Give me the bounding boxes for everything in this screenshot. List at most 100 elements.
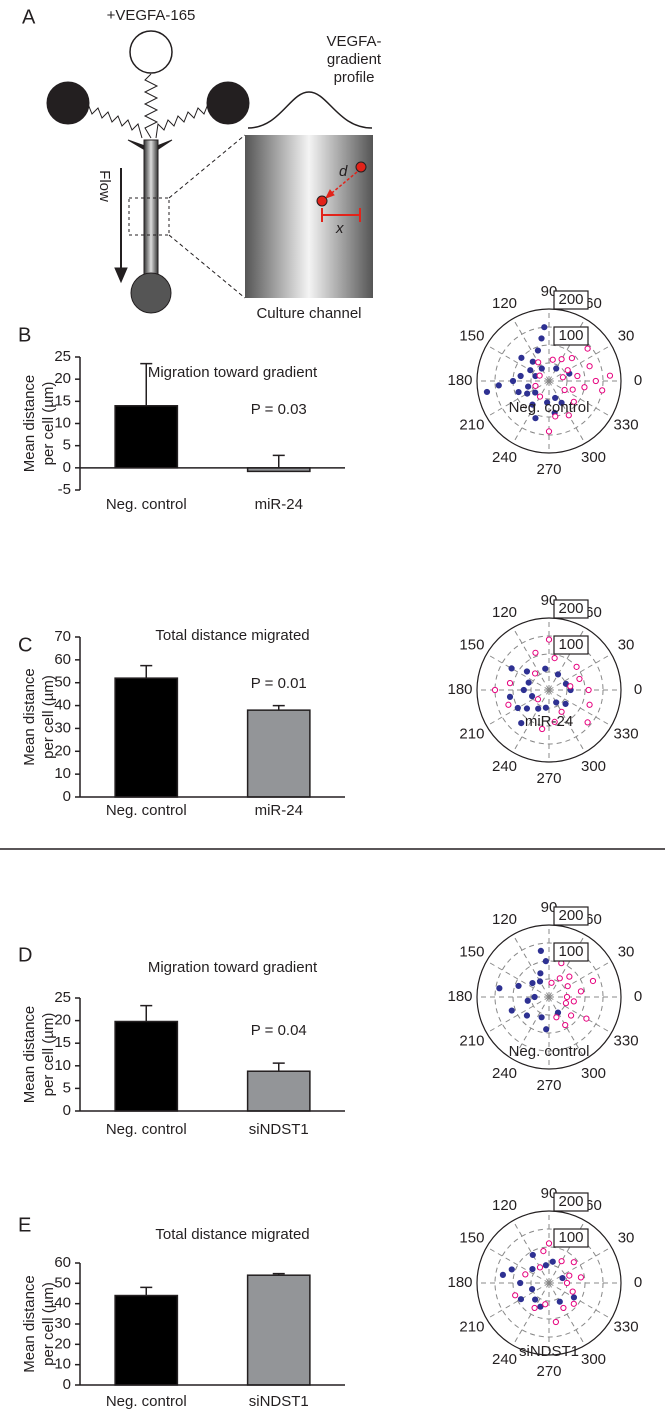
y-tick-label: 10 xyxy=(54,765,71,782)
point xyxy=(518,354,525,361)
point xyxy=(523,668,531,675)
point xyxy=(517,372,524,380)
r-tick-label: 200 xyxy=(558,907,583,924)
point xyxy=(577,1274,585,1281)
panel-label: C xyxy=(18,634,32,656)
angular-grid xyxy=(548,960,612,998)
x-tick-label: miR-24 xyxy=(255,802,303,819)
point xyxy=(567,683,574,690)
y-tick-label: 0 xyxy=(63,788,71,805)
r-tick-box xyxy=(553,290,589,310)
spring xyxy=(79,103,143,139)
outer-ring xyxy=(476,308,622,454)
point xyxy=(528,1286,536,1293)
spring xyxy=(143,73,159,139)
angle-label: 330 xyxy=(614,1032,639,1049)
point xyxy=(542,704,549,711)
r-tick-label: 100 xyxy=(558,636,583,653)
point xyxy=(538,335,545,342)
y-tick-label: 20 xyxy=(54,1012,71,1029)
zoom-line xyxy=(168,234,246,299)
y-axis-label: Mean distance xyxy=(21,1006,38,1104)
x-tick-label: Neg. control xyxy=(106,802,187,819)
p-value: P = 0.03 xyxy=(251,401,307,418)
y-tick-label: 50 xyxy=(54,674,71,691)
angle-label: 60 xyxy=(585,295,602,312)
angular-grid xyxy=(486,1246,550,1284)
cell xyxy=(316,195,328,207)
cell xyxy=(355,161,367,173)
outlet xyxy=(130,272,172,314)
r-tick-label: 200 xyxy=(558,1193,583,1210)
y-tick-label: 40 xyxy=(54,697,71,714)
point xyxy=(532,389,539,396)
angular-grid xyxy=(486,1282,550,1320)
panel-labels: A B C D E xyxy=(18,6,36,1236)
zoom-box xyxy=(128,197,170,236)
reservoir xyxy=(206,81,250,125)
y-tick-label: 20 xyxy=(54,742,71,759)
angle-label: 120 xyxy=(492,911,517,928)
bar xyxy=(114,677,179,798)
angle-label: 240 xyxy=(492,1351,517,1368)
point xyxy=(539,725,546,733)
chart-title: Total distance migrated xyxy=(155,627,309,644)
outer-ring xyxy=(476,1210,622,1356)
point xyxy=(532,649,539,656)
chart-title: Migration toward gradient xyxy=(148,364,318,381)
point xyxy=(552,413,559,420)
x-tick-label: Neg. control xyxy=(106,1393,187,1410)
point xyxy=(559,1274,566,1282)
point xyxy=(508,665,515,672)
point xyxy=(599,387,606,394)
y-axis-label: per cell (µm) xyxy=(40,1013,57,1097)
point xyxy=(540,1247,547,1255)
angular-grid xyxy=(486,653,550,691)
angular-grid xyxy=(548,1282,612,1320)
bar xyxy=(246,1274,311,1386)
y-tick-label: 5 xyxy=(63,437,71,454)
angular-grid xyxy=(548,653,612,691)
panel-label: A xyxy=(22,6,36,28)
y-axis-label: per cell (µm) xyxy=(40,1282,57,1366)
point xyxy=(564,367,571,374)
angle-label: 90 xyxy=(541,283,558,300)
point xyxy=(545,636,553,643)
angle-label: 0 xyxy=(634,1274,642,1291)
point xyxy=(534,347,542,354)
error-bar xyxy=(140,664,153,679)
plot-caption: Neg. control xyxy=(509,399,590,416)
point xyxy=(561,386,568,394)
point xyxy=(505,701,512,708)
angle-label: 0 xyxy=(634,372,642,389)
error-bar xyxy=(272,1062,285,1072)
point xyxy=(537,970,544,977)
x-tick-label: Neg. control xyxy=(106,1121,187,1138)
point xyxy=(545,1240,553,1247)
point xyxy=(556,1298,563,1305)
point xyxy=(576,675,583,683)
point xyxy=(553,699,560,706)
angle-label: 210 xyxy=(459,416,484,433)
point xyxy=(570,998,577,1005)
angular-grid xyxy=(486,689,550,727)
angle-label: 210 xyxy=(459,725,484,742)
angular-grid xyxy=(548,996,612,1034)
point xyxy=(535,705,542,712)
point xyxy=(525,383,532,390)
y-axis-label: per cell (µm) xyxy=(40,382,57,466)
y-axis-label: Mean distance xyxy=(21,375,38,473)
point xyxy=(509,377,517,385)
angle-label: 240 xyxy=(492,758,517,775)
y-axis-label: per cell (µm) xyxy=(40,675,57,759)
point xyxy=(549,356,556,363)
angular-grid xyxy=(548,1246,612,1284)
r-tick-label: 100 xyxy=(558,327,583,344)
point xyxy=(483,388,491,396)
plot-caption: Neg. control xyxy=(509,1043,590,1060)
bar xyxy=(246,709,311,798)
point xyxy=(529,980,536,987)
point xyxy=(506,693,514,700)
point xyxy=(522,1271,529,1278)
